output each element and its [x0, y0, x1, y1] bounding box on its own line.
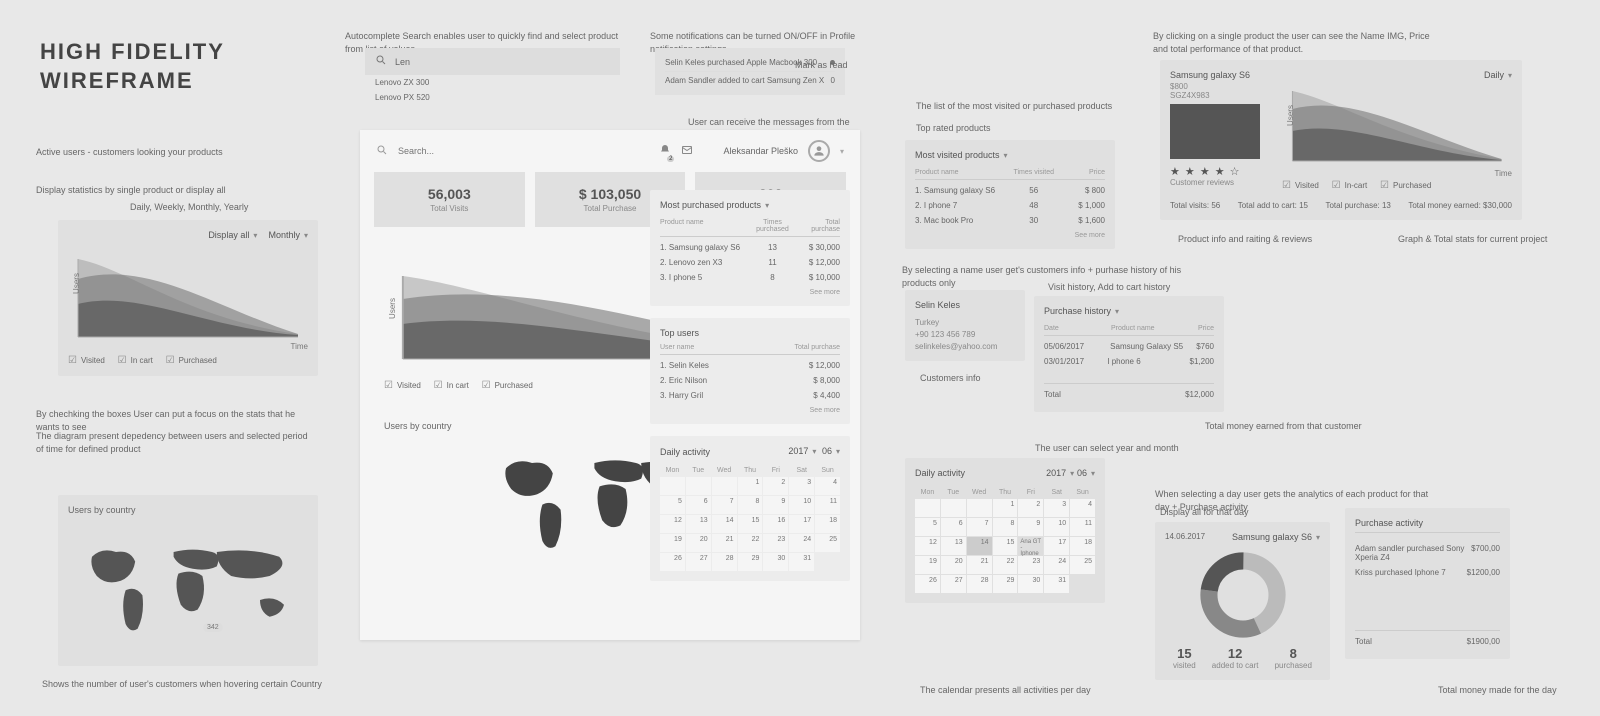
- most-purchased-title[interactable]: Most purchased products: [660, 200, 769, 210]
- search-input[interactable]: [398, 146, 649, 156]
- see-more[interactable]: See more: [660, 407, 840, 414]
- purchase-history-panel: Purchase history DateProduct namePrice 0…: [1034, 296, 1224, 412]
- ann-toprated: The list of the most visited or purchase…: [916, 100, 1112, 113]
- total-cart: Total add to cart: 15: [1238, 201, 1308, 210]
- customer-name: Selin Keles: [915, 300, 1015, 310]
- username[interactable]: Aleksandar Pleško: [723, 146, 798, 156]
- customer-phone: +90 123 456 789: [915, 330, 1015, 339]
- ann-toprated2: Top rated products: [916, 122, 991, 135]
- left-chart-panel: Display all Monthly Users Time Visited I…: [58, 220, 318, 376]
- month-select[interactable]: 06: [822, 446, 840, 456]
- mail-icon[interactable]: [681, 144, 693, 159]
- autocomplete-input[interactable]: [395, 57, 610, 67]
- ann-diagram: The diagram present depedency between us…: [36, 430, 316, 455]
- purchase-activity-title: Purchase activity: [1355, 518, 1500, 533]
- total-visits: Total visits: 56: [1170, 201, 1220, 210]
- customer-card: Selin Keles Turkey +90 123 456 789 selin…: [905, 290, 1025, 361]
- ann-product-click: By clicking on a single product the user…: [1153, 30, 1433, 55]
- year-select[interactable]: 2017: [788, 446, 816, 456]
- left-map-panel: Users by country 342: [58, 495, 318, 666]
- autocomplete-option[interactable]: Lenovo ZX 300: [365, 75, 620, 90]
- product-sku: SGZ4X983: [1170, 91, 1270, 100]
- notif-item[interactable]: Adam Sandler added to cart Samsung Zen X…: [665, 72, 835, 89]
- month-select[interactable]: 06: [1077, 468, 1095, 478]
- ann-map-hover: Shows the number of user's customers whe…: [42, 678, 322, 691]
- most-visited-panel: Most visited products Product nameTimes …: [905, 140, 1115, 249]
- period-filter[interactable]: Daily: [1484, 70, 1512, 80]
- day-date: 14.06.2017: [1165, 532, 1205, 542]
- bell-icon[interactable]: 2: [659, 144, 671, 159]
- product-chart: Users Time: [1282, 81, 1512, 166]
- customer-country: Turkey: [915, 318, 1015, 327]
- product-image: [1170, 104, 1260, 159]
- mark-as-read[interactable]: Mark as read: [795, 59, 848, 72]
- purchase-activity-panel: Purchase activity Adam sandler purchased…: [1345, 508, 1510, 659]
- reviews-label: Customer reviews: [1170, 178, 1270, 187]
- search-icon: [376, 144, 388, 159]
- autocomplete-input-wrap: [365, 48, 620, 75]
- stat-visits: 56,003Total Visits: [374, 172, 525, 227]
- ann-calendar: The calendar presents all activities per…: [920, 684, 1091, 697]
- most-visited-title[interactable]: Most visited products: [915, 150, 1008, 160]
- display-filter[interactable]: Display all: [208, 230, 257, 240]
- calendar2-panel: Daily activity 2017 06 MonTueWedThuFriSa…: [905, 458, 1105, 603]
- world-map[interactable]: [68, 523, 308, 653]
- ann-select-year: The user can select year and month: [1035, 442, 1179, 455]
- product-price: $800: [1170, 82, 1270, 91]
- page-title: HIGH FIDELITYWIREFRAME: [40, 38, 225, 95]
- app-header: 2 Aleksandar Pleško ▾: [360, 130, 860, 172]
- calendar-panel: Daily activity 2017 06 MonTueWedThuFriSa…: [650, 436, 850, 581]
- year-select[interactable]: 2017: [1046, 468, 1074, 478]
- chk-incart[interactable]: In-cart: [1332, 180, 1368, 191]
- day-analytics-panel: 14.06.2017 Samsung galaxy S6 15visited 1…: [1155, 522, 1330, 680]
- chk-incart[interactable]: In cart: [434, 380, 469, 391]
- product-name: Samsung galaxy S6: [1170, 70, 1270, 80]
- top-users-title: Top users: [660, 328, 840, 338]
- map-tooltip: 342: [203, 623, 223, 632]
- chk-incart[interactable]: In cart: [118, 355, 153, 366]
- see-more[interactable]: See more: [660, 289, 840, 296]
- most-purchased-panel: Most purchased products Product nameTime…: [650, 190, 850, 581]
- autocomplete: Lenovo ZX 300 Lenovo PX 520: [365, 48, 620, 105]
- period-filter[interactable]: Monthly: [268, 230, 308, 240]
- autocomplete-option[interactable]: Lenovo PX 520: [365, 90, 620, 105]
- product-detail-panel: Samsung galaxy S6 $800 SGZ4X983 ★ ★ ★ ★ …: [1160, 60, 1522, 220]
- ann-display-stats: Display statistics by single product or …: [36, 184, 226, 197]
- calendar-grid[interactable]: MonTueWedThuFriSatSun1234567891011121314…: [915, 487, 1095, 593]
- search-icon: [375, 54, 387, 69]
- calendar-title: Daily activity: [915, 468, 965, 479]
- chk-purchased[interactable]: Purchased: [1380, 180, 1431, 191]
- rating-stars: ★ ★ ★ ★ ☆: [1170, 165, 1270, 178]
- product-filter[interactable]: Samsung galaxy S6: [1232, 532, 1320, 542]
- donut-chart: [1198, 550, 1288, 640]
- calendar-grid[interactable]: MonTueWedThuFriSatSun1234567891011121314…: [660, 465, 840, 571]
- chk-visited[interactable]: Visited: [384, 380, 421, 391]
- left-chart: Users Time: [68, 249, 308, 339]
- chk-visited[interactable]: Visited: [1282, 180, 1319, 191]
- chk-purchased[interactable]: Purchased: [166, 355, 217, 366]
- customer-email: selinkeles@yahoo.com: [915, 342, 1015, 351]
- ann-customers-info: Customers info: [920, 372, 981, 385]
- see-more[interactable]: See more: [915, 232, 1105, 239]
- ann-active-users: Active users - customers looking your pr…: [36, 146, 223, 159]
- calendar-title: Daily activity: [660, 447, 710, 457]
- ann-visit-history: Visit history, Add to cart history: [1048, 281, 1170, 294]
- chevron-down-icon[interactable]: ▾: [840, 147, 844, 156]
- total-money: Total money earned: $30,000: [1408, 201, 1512, 210]
- avatar[interactable]: [808, 140, 830, 162]
- ann-product-info: Product info and raiting & reviews: [1178, 233, 1312, 246]
- map-title: Users by country: [68, 505, 308, 515]
- chk-visited[interactable]: Visited: [68, 355, 105, 366]
- ann-money-day: Total money made for the day: [1438, 684, 1557, 697]
- ann-dwmy: Daily, Weekly, Monthly, Yearly: [130, 201, 248, 214]
- ann-money-customer: Total money earned from that customer: [1205, 420, 1362, 433]
- purchase-history-title[interactable]: Purchase history: [1044, 306, 1119, 316]
- chk-purchased[interactable]: Purchased: [482, 380, 533, 391]
- ann-graph-stats: Graph & Total stats for current project: [1398, 233, 1547, 246]
- ann-display-day: Display all for that day: [1160, 506, 1249, 519]
- total-purchase: Total purchase: 13: [1325, 201, 1390, 210]
